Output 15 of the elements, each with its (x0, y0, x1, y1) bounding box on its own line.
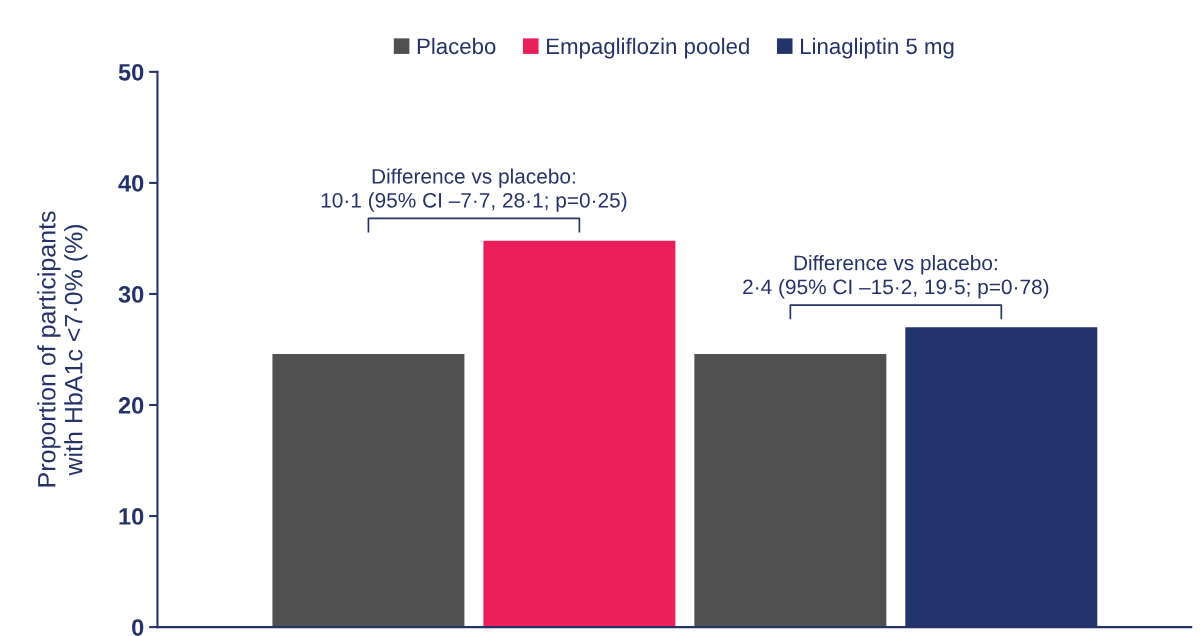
bar (483, 240, 676, 628)
legend-label: Placebo (417, 37, 496, 55)
y-axis-title: Proportion of participants with HbA1c <7·0% (%) (37, 211, 88, 487)
y-tick-label: 50 (118, 63, 144, 81)
legend-label: Linagliptin 5 mg (801, 37, 954, 59)
y-tick-label: 40 (118, 174, 144, 192)
legend-label: Empagliflozin pooled (547, 37, 749, 59)
annotation: Difference vs placebo: 2·4 (95% CI –15·2, 19·5; p=0·78) (743, 255, 1049, 299)
y-tick-label: 20 (118, 397, 144, 414)
y-tick-label: 10 (119, 508, 144, 525)
bar (272, 353, 465, 628)
y-tick-label: 0 (132, 619, 144, 636)
annotation: Difference vs placebo: 10·1 (95% CI –7·7, 28·1; p=0·25) (321, 168, 627, 212)
y-tick-label: 30 (118, 286, 144, 303)
bar (694, 353, 887, 628)
